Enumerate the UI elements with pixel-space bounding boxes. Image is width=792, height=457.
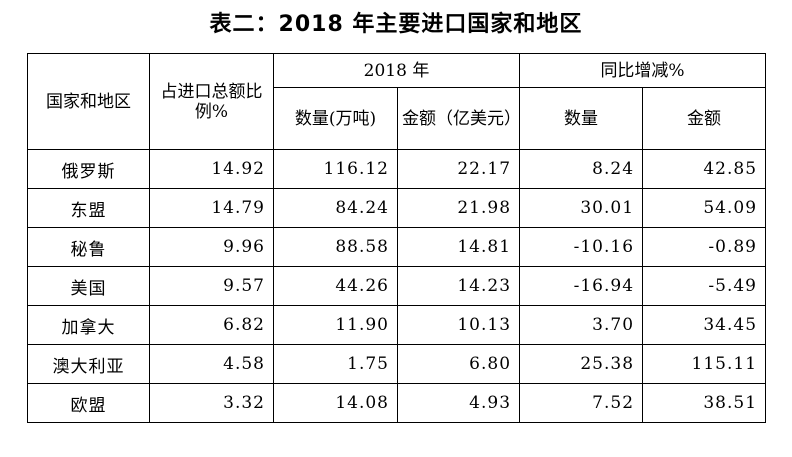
header-yoy-amount: 金额 [642, 87, 767, 150]
share-cell: 3.32 [149, 383, 274, 423]
yoy-amount-cell: 38.51 [642, 383, 767, 423]
table-row: 加拿大 6.82 11.90 10.13 3.70 34.45 [27, 305, 767, 345]
quantity-cell: 14.08 [273, 383, 398, 423]
quantity-cell: 11.90 [273, 305, 398, 345]
share-cell: 14.92 [149, 149, 274, 189]
amount-cell: 10.13 [396, 305, 521, 345]
yoy-amount-cell: -5.49 [642, 266, 767, 306]
region-name: 俄罗斯 [27, 149, 150, 189]
table-row: 澳大利亚 4.58 1.75 6.80 25.38 115.11 [27, 344, 767, 384]
quantity-cell: 116.12 [273, 149, 398, 189]
share-cell: 6.82 [149, 305, 274, 345]
amount-cell: 21.98 [396, 188, 521, 228]
share-cell: 9.96 [149, 227, 274, 267]
yoy-amount-cell: 115.11 [642, 344, 767, 384]
amount-cell: 6.80 [396, 344, 521, 384]
yoy-quantity-cell: 30.01 [519, 188, 644, 228]
table-row: 俄罗斯 14.92 116.12 22.17 8.24 42.85 [27, 149, 767, 189]
quantity-cell: 44.26 [273, 266, 398, 306]
quantity-cell: 1.75 [273, 344, 398, 384]
share-cell: 14.79 [149, 188, 274, 228]
yoy-quantity-cell: 7.52 [519, 383, 644, 423]
yoy-amount-cell: 34.45 [642, 305, 767, 345]
header-quantity: 数量(万吨) [273, 87, 398, 150]
quantity-cell: 84.24 [273, 188, 398, 228]
table-row: 欧盟 3.32 14.08 4.93 7.52 38.51 [27, 383, 767, 423]
header-region: 国家和地区 [27, 53, 150, 150]
region-name: 东盟 [27, 188, 150, 228]
share-cell: 9.57 [149, 266, 274, 306]
table-title: 表二：2018 年主要进口国家和地区 [209, 12, 583, 37]
amount-cell: 14.81 [396, 227, 521, 267]
region-name: 美国 [27, 266, 150, 306]
region-name: 欧盟 [27, 383, 150, 423]
region-name: 澳大利亚 [27, 344, 150, 384]
amount-cell: 14.23 [396, 266, 521, 306]
header-year-group: 2018 年 [272, 53, 521, 88]
yoy-amount-cell: -0.89 [642, 227, 767, 267]
table-row: 美国 9.57 44.26 14.23 -16.94 -5.49 [27, 266, 767, 306]
yoy-amount-cell: 54.09 [642, 188, 767, 228]
header-share: 占进口总额比例% [149, 53, 274, 150]
table-row: 秘鲁 9.96 88.58 14.81 -10.16 -0.89 [27, 227, 767, 267]
table-row: 东盟 14.79 84.24 21.98 30.01 54.09 [27, 188, 767, 228]
amount-cell: 4.93 [396, 383, 521, 423]
header-amount: 金额（亿美元） [396, 87, 521, 150]
yoy-quantity-cell: -16.94 [519, 266, 644, 306]
quantity-cell: 88.58 [273, 227, 398, 267]
share-cell: 4.58 [149, 344, 274, 384]
yoy-quantity-cell: 3.70 [519, 305, 644, 345]
region-name: 加拿大 [27, 305, 150, 345]
header-yoy-group: 同比增减% [519, 53, 767, 88]
yoy-quantity-cell: 25.38 [519, 344, 644, 384]
amount-cell: 22.17 [396, 149, 521, 189]
import-table: 国家和地区 占进口总额比例% 2018 年 同比增减% 数量(万吨) 金额（亿美… [27, 53, 767, 423]
yoy-amount-cell: 42.85 [642, 149, 767, 189]
yoy-quantity-cell: -10.16 [519, 227, 644, 267]
region-name: 秘鲁 [27, 227, 150, 267]
yoy-quantity-cell: 8.24 [519, 149, 644, 189]
header-yoy-quantity: 数量 [519, 87, 644, 150]
